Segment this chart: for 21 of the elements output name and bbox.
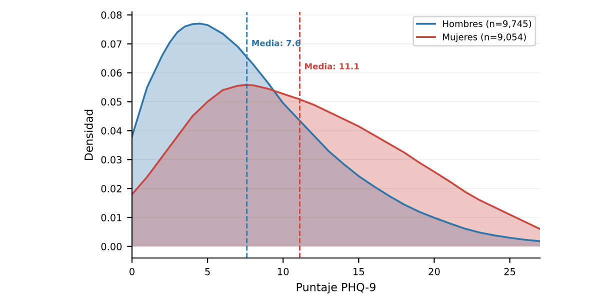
y-axis-title: Densidad	[84, 110, 93, 160]
y-tick-label: 0.00	[101, 242, 122, 250]
x-tick-label: 10	[278, 268, 289, 276]
y-tick-label: 0.05	[101, 98, 122, 106]
y-tick-label: 0.08	[101, 11, 122, 19]
y-tick-label: 0.06	[101, 69, 122, 77]
x-tick-label: 20	[428, 268, 440, 276]
y-tick-label: 0.03	[101, 156, 122, 164]
legend-label: Mujeres (n=9,054)	[443, 33, 526, 42]
legend-label: Hombres (n=9,745)	[443, 20, 532, 28]
y-tick-label: 0.01	[101, 214, 122, 222]
x-axis-title: Puntaje PHQ-9	[296, 282, 376, 294]
y-tick-label: 0.04	[101, 127, 122, 134]
x-tick-label: 5	[205, 268, 210, 276]
ref-line-label: Media: 7.6	[252, 40, 300, 46]
x-tick-label: 0	[130, 268, 134, 276]
ref-line-label: Media: 11.1	[305, 62, 359, 70]
x-tick-label: 15	[354, 268, 364, 276]
y-tick-label: 0.02	[101, 185, 122, 192]
y-tick-label: 0.07	[101, 40, 122, 48]
x-tick-label: 25	[504, 268, 516, 276]
